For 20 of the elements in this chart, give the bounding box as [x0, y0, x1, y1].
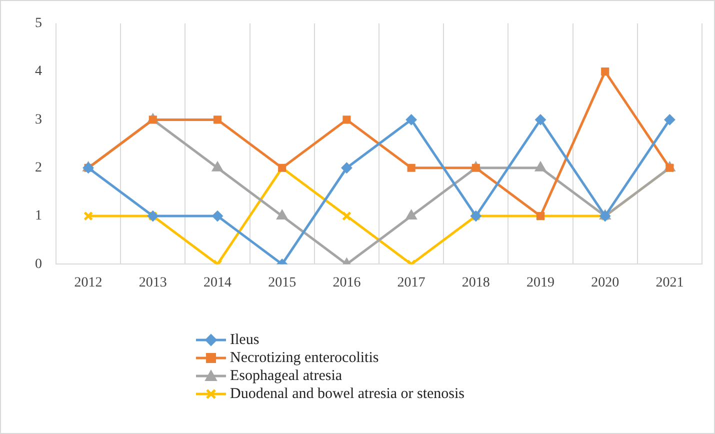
x-tick-label: 2017	[397, 275, 426, 290]
x-tick-label: 2015	[268, 275, 296, 290]
y-tick-label: 2	[35, 160, 42, 176]
legend-label: Necrotizing enterocolitis	[230, 350, 379, 366]
x-tick-label: 2018	[462, 275, 490, 290]
x-tick-label: 2016	[332, 275, 361, 290]
y-tick-label: 5	[35, 16, 42, 32]
x-tick-label: 2012	[74, 275, 102, 290]
legend-label: Ileus	[230, 332, 260, 348]
legend-label: Esophageal atresia	[230, 368, 342, 384]
y-tick-label: 4	[35, 64, 42, 80]
y-tick-label: 1	[35, 208, 42, 224]
x-tick-label: 2020	[591, 275, 620, 290]
y-tick-label: 0	[35, 256, 42, 272]
x-tick-label: 2019	[526, 275, 554, 290]
x-tick-label: 2021	[656, 275, 684, 290]
y-tick-label: 3	[35, 112, 42, 128]
x-tick-label: 2014	[204, 275, 232, 290]
x-tick-label: 2013	[138, 275, 167, 290]
legend-label: Duodenal and bowel atresia or stenosis	[230, 386, 465, 402]
